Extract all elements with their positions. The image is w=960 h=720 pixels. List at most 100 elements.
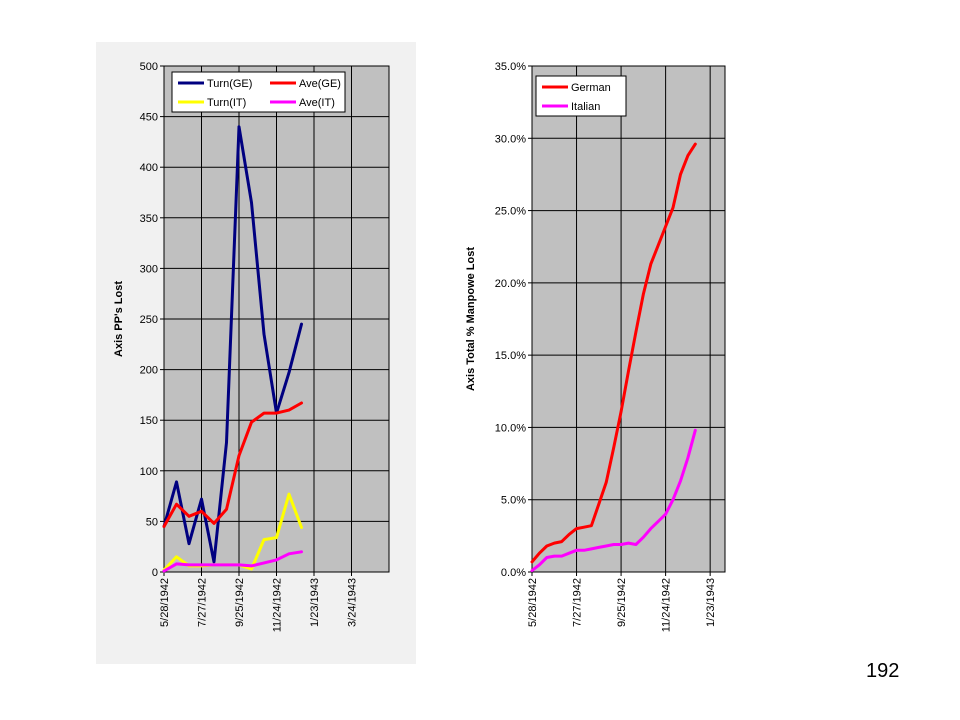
data-point-german [671, 206, 675, 209]
y-tick-label: 25.0% [495, 206, 526, 218]
legend-label-ave-it: Ave(IT) [299, 97, 335, 109]
data-point-turn-ge [200, 497, 203, 501]
data-point-turn-ge [287, 371, 291, 374]
data-point-turn-it [175, 555, 178, 559]
series-line-turn-ge [162, 125, 303, 564]
data-point-italian [686, 456, 690, 459]
y-tick-label: 150 [140, 415, 158, 427]
data-point-italian [634, 543, 638, 546]
data-point-italian [560, 554, 563, 558]
data-point-german [649, 262, 652, 266]
data-point-italian [582, 549, 586, 552]
data-point-german [619, 410, 623, 413]
y-tick-label: 350 [140, 213, 158, 225]
data-point-german [634, 330, 638, 334]
data-point-ave-it [187, 563, 191, 567]
plot-border [163, 65, 390, 573]
data-point-german [582, 525, 586, 529]
y-tick-label: 450 [140, 112, 158, 124]
data-point-italian [530, 569, 534, 572]
data-point-ave-it [287, 552, 291, 555]
legend-label-ave-ge: Ave(GE) [299, 78, 341, 90]
x-tick-label: 9/25/1942 [234, 578, 246, 627]
x-tick-label: 5/28/1942 [527, 578, 539, 627]
data-point-german [545, 544, 549, 548]
y-tick-label: 5.0% [501, 495, 526, 507]
data-point-italian [656, 520, 660, 523]
legend-box [171, 71, 346, 113]
y-axis-label: Axis Total % Manpowe Lost [465, 247, 477, 391]
data-point-italian [597, 546, 601, 549]
data-point-italian [664, 512, 667, 516]
x-tick-label: 3/24/1943 [347, 578, 359, 627]
x-tick-label: 11/24/1942 [272, 578, 284, 632]
data-point-ave-ge [175, 502, 178, 506]
legend-label-italian: Italian [571, 101, 600, 113]
data-point-italian [545, 556, 549, 559]
y-tick-label: 30.0% [495, 133, 526, 145]
x-tick-label: 1/23/1943 [705, 578, 717, 627]
data-point-german [530, 560, 534, 564]
data-point-german [597, 502, 601, 506]
y-tick-label: 10.0% [495, 422, 526, 434]
left-chart-panel: 0 50 100 150 200 250 300 350 400 450 500 5/28/1942 7… [96, 42, 416, 664]
plot-border [531, 65, 726, 573]
data-point-italian [567, 552, 571, 555]
data-point-german [627, 369, 630, 373]
data-point-turn-ge [300, 322, 303, 326]
data-point-turn-ge [225, 441, 228, 444]
y-tick-label: 250 [140, 314, 158, 326]
data-point-ave-ge [187, 515, 191, 518]
data-point-ave-it [275, 558, 278, 562]
data-point-german [590, 524, 593, 527]
data-point-ave-ge [162, 525, 166, 528]
y-tick-label: 0.0% [501, 567, 526, 579]
data-point-ave-ge [200, 510, 203, 513]
data-point-german [656, 244, 660, 247]
data-point-italian [694, 429, 697, 432]
x-tick-label: 11/24/1942 [661, 578, 673, 632]
x-tick-label: 7/27/1942 [197, 578, 209, 627]
data-point-german [694, 142, 697, 146]
x-tick-label: 5/28/1942 [159, 578, 171, 627]
y-tick-label: 400 [140, 162, 158, 174]
data-point-ave-it [262, 561, 266, 565]
data-point-turn-it [250, 567, 253, 571]
plot-area [531, 65, 726, 573]
x-tick-label: 9/25/1942 [616, 578, 628, 627]
legend-label-german: German [571, 82, 611, 94]
data-point-ave-it [237, 563, 241, 567]
y-tick-label: 300 [140, 263, 158, 275]
data-point-german [612, 446, 615, 449]
data-point-italian [619, 543, 623, 546]
data-point-german [560, 540, 563, 543]
data-point-german [664, 225, 667, 228]
data-point-italian [612, 543, 615, 546]
y-tick-label: 500 [140, 61, 158, 73]
data-point-german [567, 533, 571, 536]
data-point-ave-it [250, 564, 253, 568]
data-point-italian [590, 547, 593, 551]
data-point-turn-ge [250, 201, 253, 204]
data-point-ave-ge [275, 411, 278, 415]
data-point-italian [575, 549, 578, 552]
data-point-italian [538, 563, 541, 566]
series-line-ave-it [162, 550, 303, 573]
y-tick-label: 35.0% [495, 61, 526, 73]
data-point-italian [649, 527, 652, 530]
data-point-ave-ge [212, 522, 216, 525]
data-point-italian [605, 544, 608, 548]
y-tick-label: 200 [140, 365, 158, 377]
y-tick-label: 20.0% [495, 278, 526, 290]
y-tick-label: 0 [152, 567, 158, 579]
data-point-ave-ge [250, 421, 253, 424]
data-point-ave-it [225, 563, 228, 567]
data-point-german [553, 541, 556, 545]
data-point-italian [553, 554, 556, 558]
data-point-turn-it [262, 538, 266, 541]
y-tick-label: 50 [146, 516, 158, 528]
page-number: 192 [866, 660, 900, 682]
data-point-turn-ge [237, 125, 241, 128]
data-point-turn-it [300, 526, 303, 529]
data-point-italian [679, 479, 682, 483]
